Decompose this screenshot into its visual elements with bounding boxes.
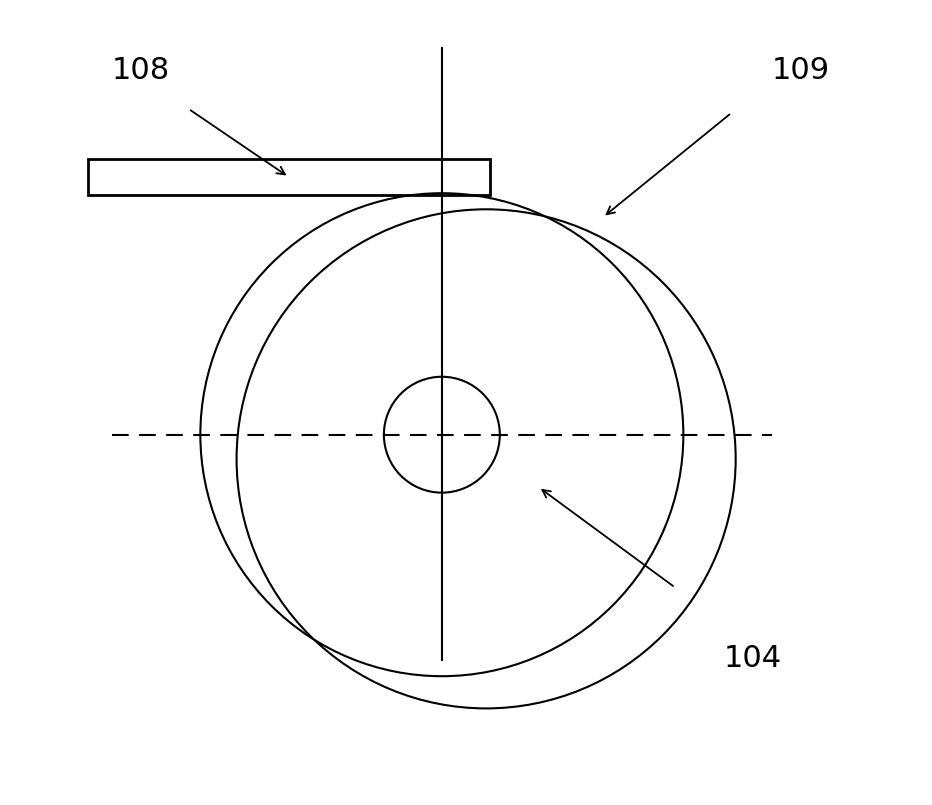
Bar: [88, 159, 490, 195]
Text: 109: 109: [772, 56, 830, 85]
Text: 108: 108: [112, 56, 170, 85]
Text: 104: 104: [723, 644, 782, 673]
